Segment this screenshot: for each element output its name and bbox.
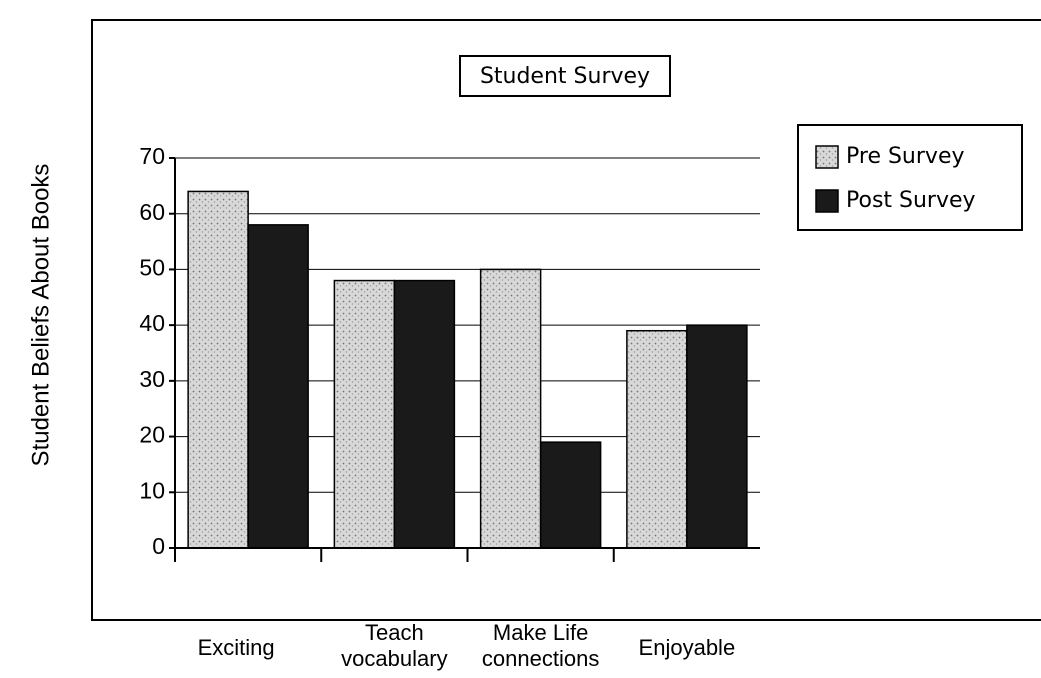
title-box (459, 55, 671, 97)
bar (539, 441, 602, 549)
bar (479, 268, 542, 549)
bar (626, 329, 688, 549)
bar (333, 279, 396, 549)
x-tick-label: Teach vocabulary (341, 620, 447, 671)
chart-frame (91, 19, 1041, 621)
y-tick-label: 50 (139, 255, 165, 281)
y-tick-label: 60 (139, 199, 165, 225)
y-tick-label: 30 (139, 366, 165, 392)
y-tick-label: 70 (139, 143, 165, 169)
bar (187, 190, 249, 549)
x-tick-label: Enjoyable (639, 635, 736, 660)
y-axis-label: Student Beliefs About Books (27, 164, 54, 467)
y-tick-label: 0 (152, 533, 165, 559)
legend-swatch (815, 145, 839, 169)
chart-title: Student Survey (480, 64, 650, 89)
bar (686, 324, 748, 549)
legend-swatch (815, 189, 839, 213)
bar (247, 224, 309, 549)
y-tick-label: 20 (139, 422, 165, 448)
y-tick-label: 40 (139, 310, 165, 336)
y-tick-label: 10 (139, 477, 165, 503)
legend-box (797, 124, 1023, 231)
x-tick-label: Make Life connections (482, 620, 599, 671)
bar (393, 279, 456, 549)
legend-label: Pre Survey (846, 144, 965, 169)
x-tick-label: Exciting (198, 635, 275, 660)
legend-label: Post Survey (846, 188, 976, 213)
